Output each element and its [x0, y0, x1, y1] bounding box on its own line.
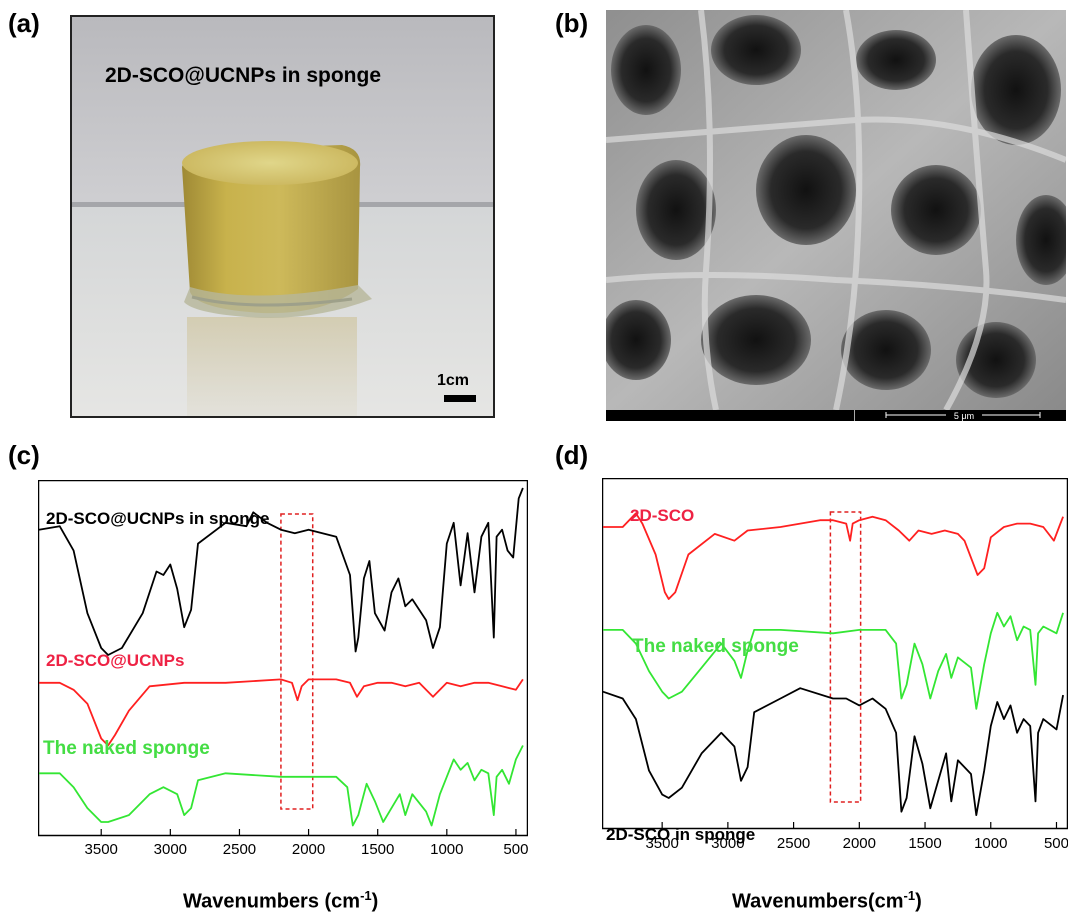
chart-c-xtick-label-2: 2500: [223, 841, 256, 858]
sem-pores: [606, 15, 1066, 398]
chart-d-frame: [602, 478, 1068, 830]
chart-c-xtick-label-1: 3000: [154, 841, 187, 858]
chart-c-xlabel-end: ): [371, 890, 379, 913]
chart-d-xlabel-text: Wavenumbers(cm: [732, 890, 904, 913]
chart-c-xtick-label-6: 500: [503, 841, 528, 858]
chart-d-highlight-box: [829, 511, 862, 803]
chart-d-series-line-2: [602, 687, 1064, 817]
chart-c-frame: [38, 480, 528, 837]
chart-c-xtick-label-3: 2000: [292, 841, 325, 858]
chart-d-xtick-label-3: 2000: [843, 835, 876, 852]
chart-d-series-line-0: [603, 512, 1064, 600]
chart-c-series-line-1: [39, 678, 524, 747]
chart-c-xtick-label-0: 3500: [85, 841, 118, 858]
chart-d-xtick-label-2: 2500: [777, 835, 810, 852]
chart-d-series-label-1: The naked sponge: [632, 636, 799, 657]
ftir-chart-c: 2D-SCO@UCNPs in sponge 2D-SCO@UCNPs The na…: [38, 480, 528, 858]
chart-d-xlabel: Wavenumbers(cm-1): [732, 888, 922, 914]
panel-label-a: (a): [8, 8, 40, 38]
panel-label-d: (d): [555, 440, 589, 470]
panel-label-c: (c): [8, 440, 40, 470]
panel-label-b: (b): [555, 8, 589, 38]
ftir-chart-d: 2D-SCO The naked sponge 2D-SCO in sponge35…: [602, 478, 1068, 852]
chart-d-series-line-1: [603, 611, 1064, 710]
chart-d-xlabel-end: ): [915, 890, 922, 913]
chart-c-xtick-label-4: 1500: [361, 841, 394, 858]
chart-c-series-line-0: [38, 487, 524, 656]
chart-d-series-label-0: 2D-SCO: [630, 506, 694, 525]
chart-d-series-label-2: 2D-SCO in sponge: [606, 825, 755, 844]
chart-c-highlight-box: [280, 513, 314, 810]
chart-c-series-line-2: [39, 745, 524, 827]
photo-caption: 2D-SCO@UCNPs in sponge: [105, 64, 381, 87]
sponge-photo: 2D-SCO@UCNPs in sponge 1cm: [70, 15, 495, 418]
chart-d-xtick-label-4: 1500: [908, 835, 941, 852]
sem-micrograph: 5 μm: [606, 10, 1066, 421]
scale-bar: [444, 395, 476, 402]
chart-c-xlabel-sup: -1: [360, 888, 372, 903]
chart-d-xlabel-sup: -1: [903, 888, 916, 903]
chart-c-xlabel: Wavenumbers (cm-1): [183, 888, 378, 914]
chart-c-series-label-1: 2D-SCO@UCNPs: [46, 651, 184, 670]
chart-c-xtick-label-5: 1000: [430, 841, 463, 858]
chart-d-xtick-label-1: 3000: [711, 835, 744, 852]
chart-c-series-label-2: The naked sponge: [43, 738, 210, 759]
sem-strands: [606, 10, 1066, 412]
chart-c-xlabel-text: Wavenumbers (cm: [183, 890, 361, 913]
chart-d-xtick-label-5: 1000: [974, 835, 1007, 852]
chart-d-xtick-label-0: 3500: [645, 835, 678, 852]
chart-d-xtick-label-6: 500: [1044, 835, 1068, 852]
sem-micrograph-graphic: 5 μm: [606, 10, 1066, 421]
sem-scale-label: 5 μm: [954, 411, 974, 421]
scale-bar-label: 1cm: [437, 372, 469, 389]
sponge-photo-graphic: 2D-SCO@UCNPs in sponge 1cm: [72, 17, 493, 416]
chart-c-series-label-0: 2D-SCO@UCNPs in sponge: [46, 509, 269, 528]
